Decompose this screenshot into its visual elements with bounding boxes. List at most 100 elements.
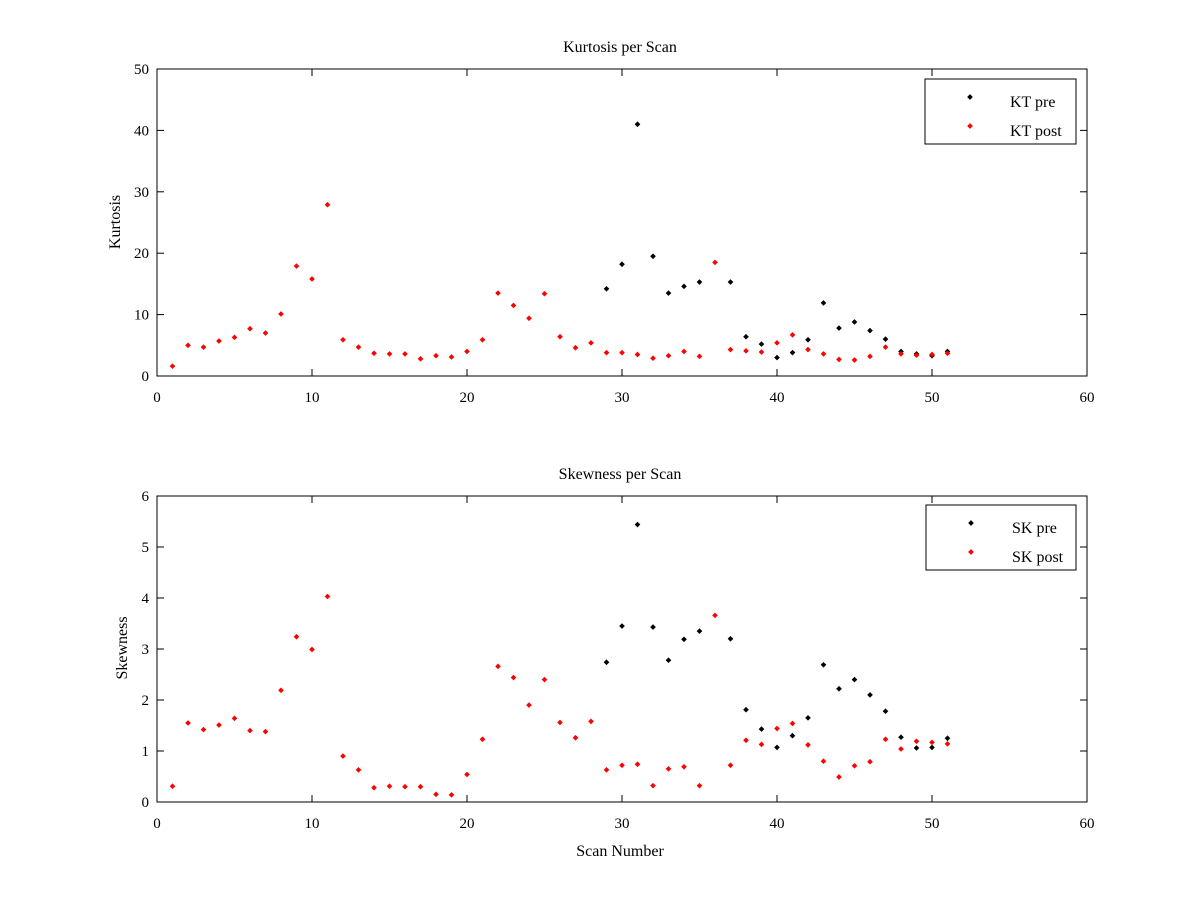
- skewness-post-point: [681, 763, 687, 770]
- skewness-post-point: [309, 646, 315, 653]
- skewness-post-point: [758, 741, 765, 748]
- skewness-subplot: Skewness per Scan Skewness Scan Number 0…: [114, 466, 1095, 860]
- skewness-post-point: [805, 742, 811, 748]
- skewness-pre-point: [634, 521, 641, 528]
- skewness-x-tick-label: 0: [153, 816, 161, 832]
- kurtosis-subplot: Kurtosis per Scan Kurtosis 0 10 20 30 40 50 60…: [107, 39, 1095, 406]
- skewness-post-point: [588, 718, 594, 725]
- skewness-post-point: [867, 758, 873, 765]
- skewness-post-point: [464, 771, 470, 778]
- kurtosis-post-point: [247, 325, 253, 332]
- skewness-y-tick-label: 1: [142, 744, 150, 760]
- kurtosis-pre-point: [727, 279, 734, 285]
- kurtosis-y-tick-label: 10: [134, 308, 149, 324]
- skewness-post-point: [634, 761, 641, 768]
- skewness-post-point: [448, 792, 455, 798]
- kurtosis-pre-point: [603, 285, 610, 292]
- skewness-post-point: [774, 725, 780, 732]
- kurtosis-legend-marker-pre: [967, 94, 973, 100]
- skewness-pre-point: [882, 708, 889, 715]
- skewness-x-axis-label: Scan Number: [576, 843, 664, 860]
- skewness-post-point: [262, 728, 269, 735]
- kurtosis-post-point: [727, 346, 734, 353]
- skewness-post-point: [324, 593, 331, 600]
- skewness-pre-point: [820, 661, 827, 668]
- skewness-x-tick-label: 10: [305, 816, 320, 832]
- skewness-y-tick-label: 4: [142, 591, 150, 607]
- skewness-y-tick-label: 0: [142, 795, 150, 811]
- kurtosis-post-point: [216, 338, 222, 344]
- kurtosis-post-point: [603, 349, 610, 356]
- skewness-axes-box: [156, 495, 1088, 803]
- kurtosis-post-point: [526, 315, 532, 322]
- kurtosis-chart-title: Kurtosis per Scan: [563, 39, 677, 56]
- kurtosis-post-point: [324, 201, 331, 208]
- skewness-post-point: [231, 715, 238, 722]
- skewness-pre-point: [619, 623, 625, 629]
- kurtosis-pre-point: [650, 253, 656, 260]
- kurtosis-y-axis-label: Kurtosis: [107, 195, 124, 249]
- skewness-y-tick-label: 2: [142, 693, 150, 709]
- skewness-post-point: [929, 739, 935, 746]
- kurtosis-pre-point: [774, 354, 780, 361]
- kurtosis-x-tick-label: 40: [770, 390, 785, 406]
- skewness-post-point: [510, 674, 517, 681]
- kurtosis-pre-point: [789, 349, 796, 356]
- skewness-pre-point: [665, 657, 672, 664]
- skewness-post-point: [882, 736, 889, 743]
- skewness-post-point: [665, 766, 672, 772]
- kurtosis-post-point: [510, 302, 517, 309]
- skewness-post-point: [278, 687, 284, 694]
- kurtosis-post-point: [495, 290, 501, 296]
- skewness-pre-point: [867, 692, 873, 698]
- kurtosis-pre-point: [665, 290, 672, 296]
- skewness-x-tick-label: 50: [925, 816, 940, 832]
- kurtosis-post-point: [820, 351, 827, 357]
- kurtosis-post-point: [433, 352, 439, 359]
- kurtosis-post-point: [464, 348, 470, 355]
- kurtosis-y-tick-label: 30: [134, 185, 149, 201]
- kurtosis-x-tick-label: 30: [615, 390, 630, 406]
- skewness-pre-point: [696, 628, 703, 634]
- kurtosis-post-point: [340, 336, 346, 343]
- kurtosis-x-tick-label: 60: [1080, 390, 1095, 406]
- skewness-pre-point: [913, 745, 920, 751]
- kurtosis-post-point: [386, 351, 393, 357]
- kurtosis-plot-frame: [156, 68, 1088, 377]
- kurtosis-pre-point: [836, 325, 842, 331]
- skewness-post-point: [386, 783, 393, 790]
- kurtosis-pre-point: [743, 333, 749, 340]
- skewness-post-point: [944, 741, 951, 747]
- skewness-legend-box: [925, 504, 1077, 571]
- skewness-post-point: [820, 758, 827, 765]
- skewness-post-point: [200, 726, 207, 733]
- kurtosis-post-point: [262, 330, 269, 336]
- skewness-chart-title: Skewness per Scan: [559, 466, 682, 483]
- kurtosis-legend: KT pre KT post: [924, 78, 1077, 145]
- kurtosis-post-point: [867, 353, 873, 360]
- kurtosis-pre-point: [820, 300, 827, 306]
- skewness-post-point: [619, 762, 625, 769]
- kurtosis-post-point: [169, 363, 176, 370]
- skewness-x-tick-label: 60: [1080, 816, 1095, 832]
- kurtosis-post-point: [278, 311, 284, 317]
- skewness-pre-point: [603, 659, 610, 666]
- skewness-post-point: [526, 702, 532, 708]
- skewness-post-point: [727, 762, 734, 769]
- skewness-post-point: [293, 633, 300, 640]
- skewness-legend: SK pre SK post: [925, 504, 1077, 571]
- kurtosis-post-point: [789, 332, 796, 338]
- skewness-pre-point: [836, 685, 842, 692]
- kurtosis-post-point: [913, 352, 920, 358]
- kurtosis-pre-point: [867, 327, 873, 334]
- skewness-post-point: [898, 746, 904, 752]
- skewness-pre-point: [898, 734, 904, 741]
- skewness-post-point: [789, 720, 796, 727]
- skewness-post-point: [169, 783, 176, 790]
- skewness-y-axis-label: Skewness: [114, 616, 131, 679]
- kurtosis-post-point: [851, 357, 858, 363]
- skewness-post-point: [185, 720, 191, 726]
- kurtosis-x-tick-label: 0: [153, 390, 161, 406]
- kurtosis-x-tick-label: 50: [925, 390, 940, 406]
